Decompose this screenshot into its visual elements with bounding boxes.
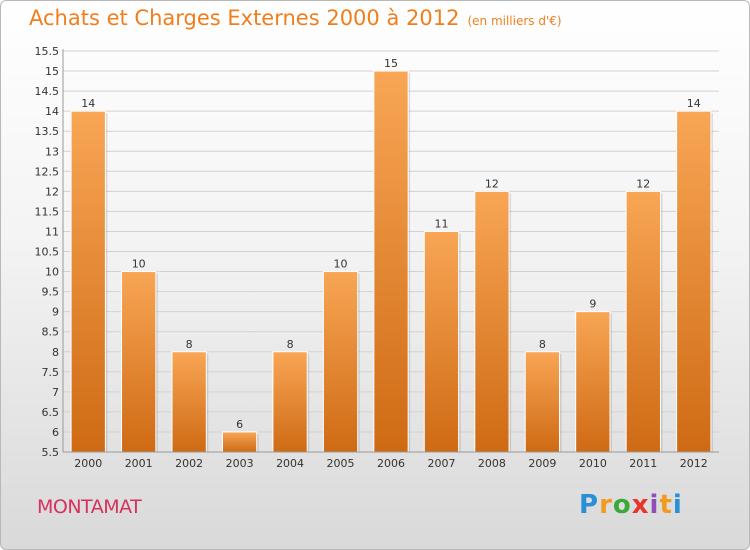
y-tick-label: 13.5 [35, 125, 60, 138]
x-tick-label: 2012 [680, 457, 708, 470]
bar [373, 70, 409, 453]
bar-value-label: 12 [485, 177, 499, 190]
x-tick-label: 2000 [74, 457, 102, 470]
bar [625, 190, 661, 453]
town-name: MONTAMAT [37, 496, 142, 518]
bar [676, 110, 712, 453]
y-tick-label: 10 [45, 266, 59, 279]
bar [70, 110, 106, 453]
logo-letter: i [649, 490, 660, 520]
x-tick-label: 2007 [427, 457, 455, 470]
axes [62, 49, 719, 453]
y-tick-label: 15 [45, 65, 59, 78]
y-tick-label: 9.5 [42, 286, 60, 299]
x-tick-label: 2003 [226, 457, 254, 470]
chart-title-text: Achats et Charges Externes 2000 à 2012 [29, 6, 460, 30]
y-tick-label: 6 [52, 426, 59, 439]
bar [272, 351, 308, 453]
y-tick-label: 14.5 [35, 85, 60, 98]
bar [121, 271, 157, 453]
y-tick-label: 9 [52, 306, 59, 319]
bar-value-label: 9 [589, 298, 596, 311]
bar-value-label: 12 [636, 177, 650, 190]
value-labels: 14 10 8 6 8 10 15 11 12 8 9 12 14 [81, 57, 701, 431]
chart-subtitle: (en milliers d'€) [467, 14, 562, 28]
x-tick-label: 2005 [327, 457, 355, 470]
bar-value-label: 14 [81, 97, 95, 110]
bar-value-label: 8 [287, 338, 294, 351]
y-tick-labels: 5.5 6 6.5 7 7.5 8 8.5 9 9.5 10 10.5 11 11.5 12 12.5 13 1… [35, 45, 60, 459]
bar [322, 271, 359, 453]
chart-title: Achats et Charges Externes 2000 à 2012 (e… [29, 6, 562, 30]
bar [474, 190, 510, 453]
x-tick-label: 2002 [175, 457, 203, 470]
y-tick-label: 8 [52, 346, 59, 359]
bar-value-label: 6 [236, 418, 243, 431]
y-tick-label: 5.5 [42, 446, 60, 459]
y-tick-label: 11.5 [35, 205, 60, 218]
logo-letter: o [612, 490, 632, 520]
bar-value-label: 11 [434, 217, 448, 230]
y-tick-label: 15.5 [35, 45, 60, 58]
bar-value-label: 10 [334, 258, 348, 271]
bar [171, 351, 207, 453]
proxiti-logo: Proxiti [579, 490, 683, 520]
x-tick-label: 2010 [579, 457, 607, 470]
bar [575, 311, 611, 453]
bars [70, 70, 713, 453]
bar [221, 431, 258, 453]
bar-value-label: 15 [384, 57, 398, 70]
y-tick-label: 11 [45, 225, 59, 238]
bar [423, 230, 460, 453]
x-tick-label: 2008 [478, 457, 506, 470]
logo-letter: r [599, 490, 613, 520]
bar-value-label: 10 [132, 258, 146, 271]
x-tick-labels: 2000 2001 2002 2003 2004 2005 2006 2007 2008 2009… [74, 457, 708, 470]
bar-value-label: 8 [186, 338, 193, 351]
y-tick-label: 8.5 [42, 326, 60, 339]
y-tick-label: 12.5 [35, 165, 60, 178]
y-tick-label: 7.5 [42, 366, 60, 379]
logo-letter: t [659, 490, 673, 520]
x-tick-label: 2011 [629, 457, 657, 470]
logo-letter: x [631, 490, 650, 520]
bar [524, 351, 561, 453]
logo-letter: i [672, 490, 683, 520]
y-tick-label: 14 [45, 105, 59, 118]
y-tick-label: 12 [45, 185, 59, 198]
x-tick-label: 2009 [528, 457, 556, 470]
x-tick-label: 2006 [377, 457, 405, 470]
logo-letter: P [579, 490, 600, 520]
y-tick-label: 7 [52, 386, 59, 399]
bar-value-label: 14 [687, 97, 701, 110]
x-tick-label: 2004 [276, 457, 304, 470]
bar-value-label: 8 [539, 338, 546, 351]
y-tick-label: 10.5 [35, 246, 60, 259]
y-tick-label: 6.5 [42, 406, 60, 419]
x-tick-label: 2001 [125, 457, 153, 470]
y-tick-label: 13 [45, 145, 59, 158]
